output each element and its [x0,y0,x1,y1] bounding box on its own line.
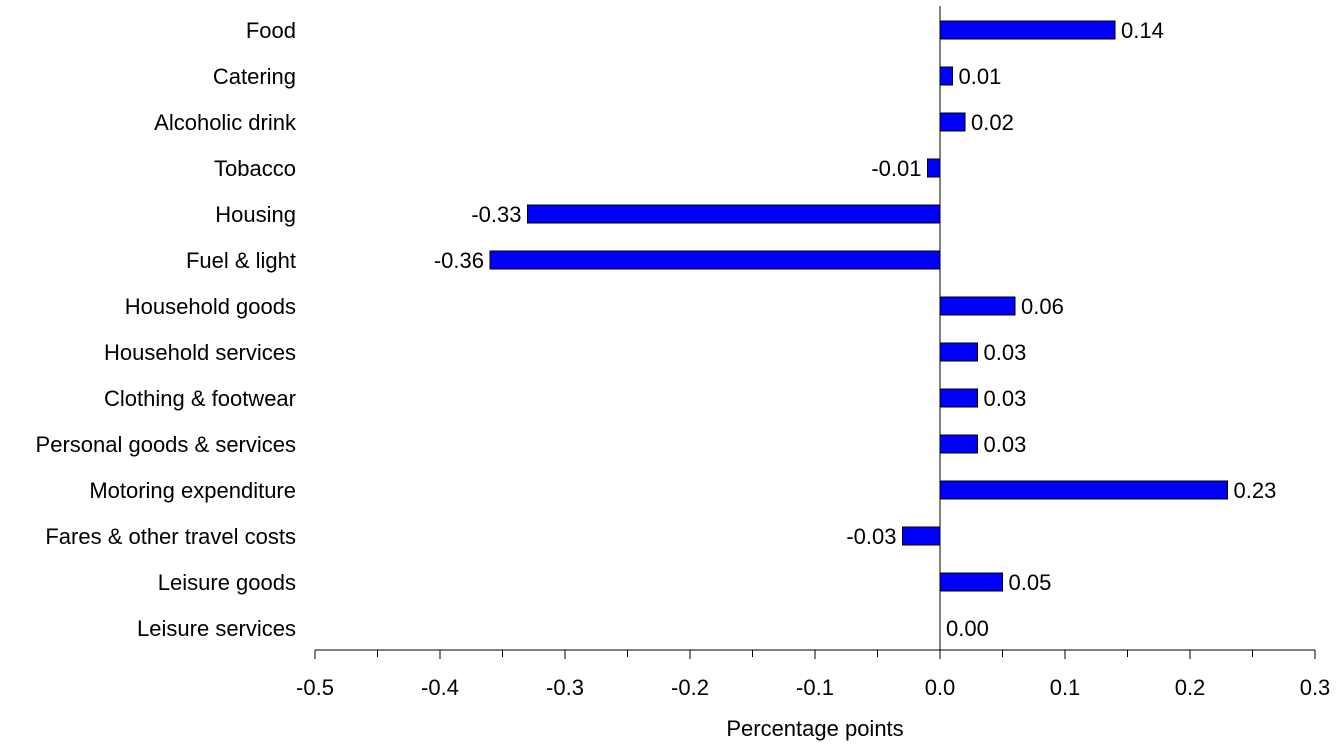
bar [939,66,953,86]
data-label: 0.14 [1121,18,1164,43]
data-label: 0.03 [984,340,1027,365]
category-label: Household goods [125,294,296,319]
category-label: Leisure goods [158,570,296,595]
category-label: Fares & other travel costs [45,524,296,549]
data-label: 0.06 [1021,294,1064,319]
bar [939,480,1228,500]
labels-layer: Food 0.14 Catering 0.01 Alcoholic drink 0.02 T… [36,18,1331,700]
data-label: -0.03 [846,524,896,549]
data-label: 0.05 [1009,570,1052,595]
x-tick-label: 0.3 [1300,675,1331,700]
x-tick-label: 0.2 [1175,675,1206,700]
data-label: 0.23 [1234,478,1277,503]
bar [939,434,978,454]
data-label: 0.03 [984,386,1027,411]
category-label: Clothing & footwear [104,386,296,411]
data-label: -0.36 [434,248,484,273]
data-label: 0.00 [946,616,989,641]
bar [939,112,966,132]
bar [527,204,941,224]
bar [939,296,1016,316]
data-label: -0.33 [471,202,521,227]
x-tick-label: 0.1 [1050,675,1081,700]
axis-layer [314,6,1316,659]
category-label: Household services [104,340,296,365]
x-tick-label: -0.4 [421,675,459,700]
x-tick-label: 0.0 [925,675,956,700]
bar [939,572,1003,592]
data-label: 0.03 [984,432,1027,457]
category-label: Tobacco [214,156,296,181]
data-label: 0.01 [959,64,1002,89]
category-label: Leisure services [137,616,296,641]
x-tick-label: -0.5 [296,675,334,700]
bar [902,526,941,546]
data-label: -0.01 [871,156,921,181]
bar [939,342,978,362]
x-axis-title: Percentage points [726,716,903,741]
bars-layer [489,20,1228,592]
category-label: Alcoholic drink [154,110,297,135]
category-label: Motoring expenditure [89,478,296,503]
x-tick-label: -0.3 [546,675,584,700]
category-label: Food [246,18,296,43]
category-label: Catering [213,64,296,89]
category-label: Personal goods & services [36,432,296,457]
category-label: Fuel & light [186,248,296,273]
bar [489,250,941,270]
data-label: 0.02 [971,110,1014,135]
x-tick-label: -0.2 [671,675,709,700]
bar [939,388,978,408]
category-label: Housing [215,202,296,227]
bar [939,20,1116,40]
bar [927,158,941,178]
x-tick-label: -0.1 [796,675,834,700]
